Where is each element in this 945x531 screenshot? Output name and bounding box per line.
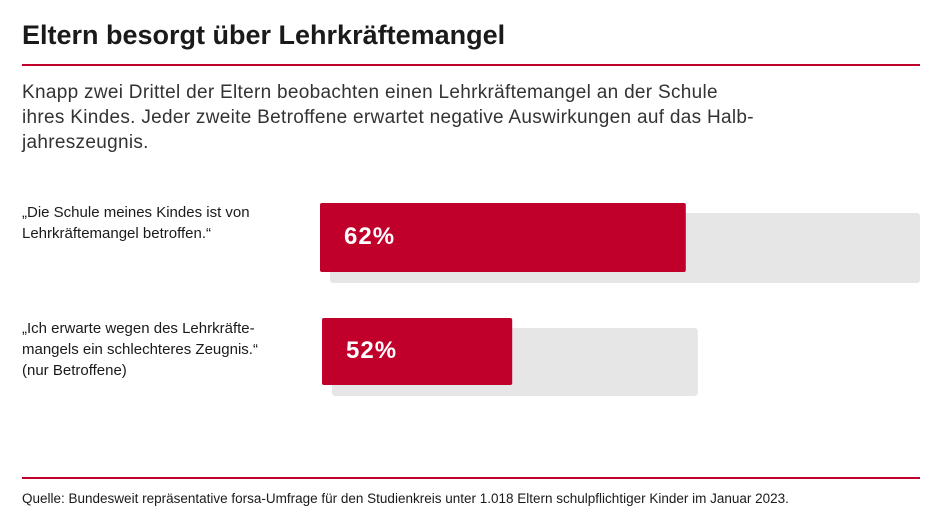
bar	[322, 318, 513, 385]
category-label: „Die Schule meines Kindes ist von Lehrkr…	[22, 204, 250, 242]
footer-rule	[22, 477, 920, 479]
subtitle: Knapp zwei Drittel der Eltern beobachten…	[22, 82, 754, 153]
title-rule	[22, 64, 920, 66]
bar	[320, 203, 686, 272]
source-note: Quelle: Bundesweit repräsentative forsa-…	[22, 491, 789, 506]
chart-title: Eltern besorgt über Lehrkräftemangel	[22, 20, 506, 50]
category-label: „Ich erwarte wegen des Lehrkräfte- mange…	[22, 320, 258, 379]
value-label: 52%	[346, 337, 397, 364]
value-label: 62%	[344, 223, 395, 250]
